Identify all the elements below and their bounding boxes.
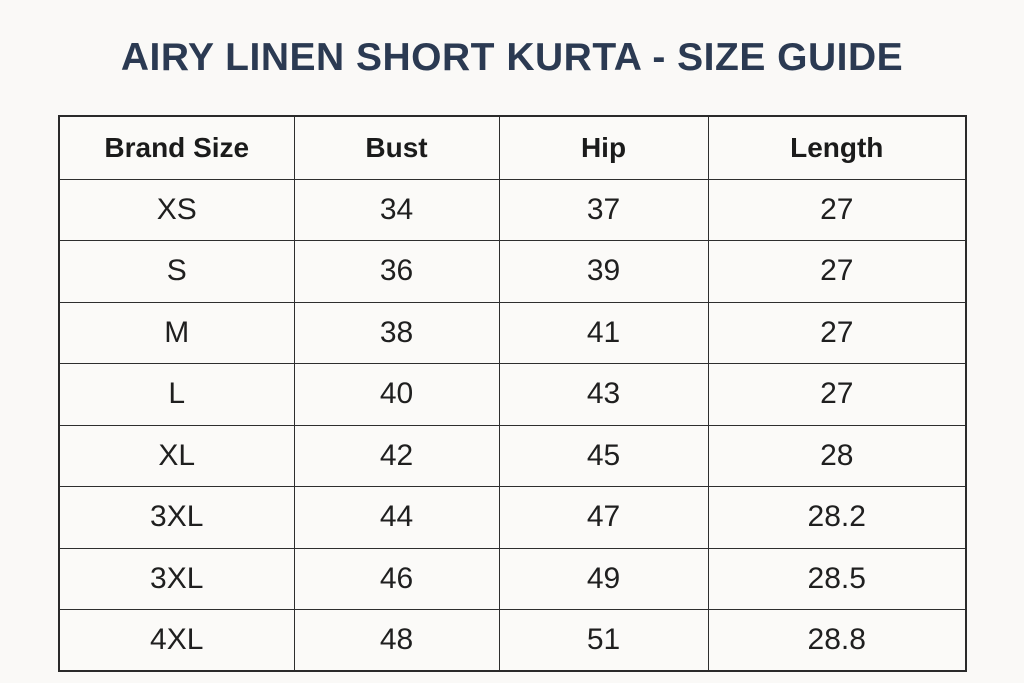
- cell-brand-size: M: [58, 301, 295, 364]
- cell-brand-size: 4XL: [58, 609, 295, 672]
- table-row: 4XL 48 51 28.8: [58, 609, 967, 672]
- cell-hip: 45: [498, 424, 709, 487]
- cell-hip: 43: [498, 363, 709, 426]
- table-body: XS 34 37 27 S 36 39 27 M 38 41 27 L 40 4…: [58, 178, 967, 672]
- cell-length: 28: [707, 424, 967, 487]
- size-guide-table: Brand Size Bust Hip Length XS 34 37 27 S…: [58, 115, 967, 672]
- table-row: L 40 43 27: [58, 363, 967, 426]
- page-title: AIRY LINEN SHORT KURTA - SIZE GUIDE: [120, 36, 904, 79]
- column-header-bust: Bust: [293, 115, 500, 180]
- cell-brand-size: XL: [58, 424, 295, 487]
- table-row: 3XL 46 49 28.5: [58, 547, 967, 610]
- cell-brand-size: XS: [58, 178, 295, 241]
- cell-brand-size: 3XL: [58, 547, 295, 610]
- cell-length: 27: [707, 240, 967, 303]
- table-row: XL 42 45 28: [58, 424, 967, 487]
- cell-brand-size: 3XL: [58, 486, 295, 549]
- cell-hip: 41: [498, 301, 709, 364]
- table-row: S 36 39 27: [58, 240, 967, 303]
- table-row: 3XL 44 47 28.2: [58, 486, 967, 549]
- cell-bust: 36: [293, 240, 500, 303]
- cell-length: 27: [707, 363, 967, 426]
- cell-bust: 38: [293, 301, 500, 364]
- cell-hip: 39: [498, 240, 709, 303]
- cell-brand-size: L: [58, 363, 295, 426]
- column-header-hip: Hip: [498, 115, 709, 180]
- cell-length: 27: [707, 178, 967, 241]
- cell-hip: 49: [498, 547, 709, 610]
- cell-length: 28.5: [707, 547, 967, 610]
- table-row: XS 34 37 27: [58, 178, 967, 241]
- table-header: Brand Size Bust Hip Length: [58, 115, 967, 180]
- cell-length: 27: [707, 301, 967, 364]
- cell-brand-size: S: [58, 240, 295, 303]
- cell-length: 28.2: [707, 486, 967, 549]
- cell-hip: 51: [498, 609, 709, 672]
- cell-bust: 46: [293, 547, 500, 610]
- cell-bust: 48: [293, 609, 500, 672]
- header-row: Brand Size Bust Hip Length: [58, 115, 967, 180]
- cell-bust: 42: [293, 424, 500, 487]
- column-header-brand-size: Brand Size: [58, 115, 295, 180]
- cell-bust: 44: [293, 486, 500, 549]
- column-header-length: Length: [707, 115, 967, 180]
- cell-bust: 34: [293, 178, 500, 241]
- cell-hip: 37: [498, 178, 709, 241]
- cell-bust: 40: [293, 363, 500, 426]
- cell-hip: 47: [498, 486, 709, 549]
- table-row: M 38 41 27: [58, 301, 967, 364]
- cell-length: 28.8: [707, 609, 967, 672]
